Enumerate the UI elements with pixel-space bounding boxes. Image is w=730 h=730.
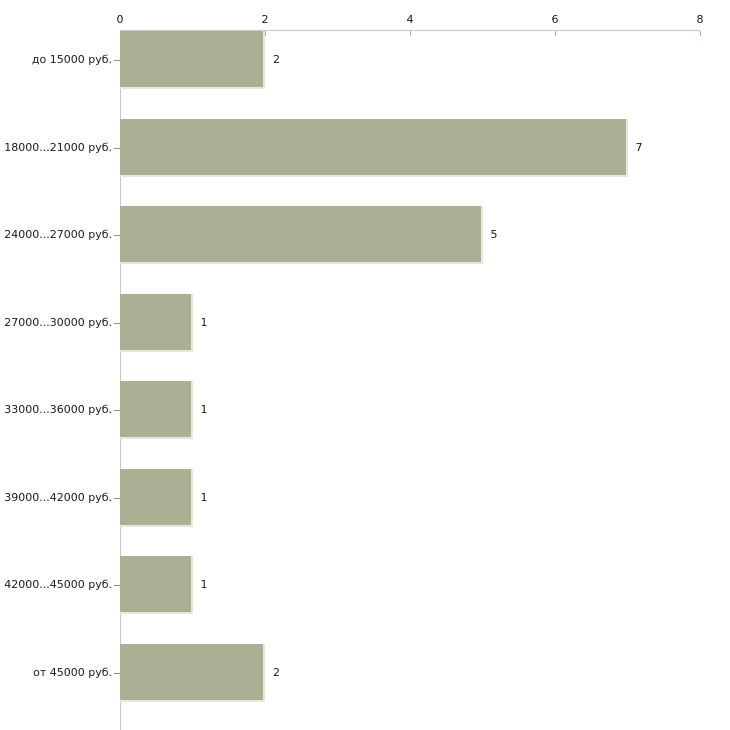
value-label: 1 (200, 490, 208, 504)
bar (120, 293, 193, 352)
value-label: 2 (273, 53, 280, 66)
x-tick-label: 8 (696, 13, 704, 26)
x-tick-mark (265, 31, 266, 36)
value-label: 7 (635, 140, 643, 154)
y-axis-line (120, 30, 121, 730)
category-tick-mark (114, 148, 120, 149)
bar (120, 468, 193, 527)
bar (120, 643, 265, 702)
bar (120, 381, 193, 439)
bar (120, 556, 193, 614)
value-label: 1 (200, 403, 208, 416)
value-label: 5 (490, 228, 498, 241)
category-label: 18000...21000 руб. (4, 140, 112, 154)
x-tick-label: 6 (551, 13, 559, 26)
x-tick-mark (555, 31, 556, 36)
category-tick-mark (114, 410, 120, 411)
category-label: 39000...42000 руб. (4, 490, 112, 504)
x-tick-mark (700, 31, 701, 36)
category-label: 33000...36000 руб. (4, 403, 112, 416)
category-tick-mark (114, 60, 120, 61)
category-tick-mark (114, 673, 120, 674)
x-tick-label: 4 (406, 13, 414, 26)
value-label: 2 (273, 665, 280, 679)
x-tick-label: 0 (116, 13, 124, 26)
category-label: от 45000 руб. (33, 665, 112, 679)
value-label: 1 (200, 315, 208, 329)
category-label: 27000...30000 руб. (4, 315, 112, 329)
category-label: до 15000 руб. (31, 53, 112, 66)
x-tick-mark (410, 31, 411, 36)
category-tick-mark (114, 585, 120, 586)
value-label: 1 (200, 578, 208, 591)
category-label: 42000...45000 руб. (4, 578, 112, 591)
x-axis-line (120, 30, 700, 31)
category-label: 24000...27000 руб. (4, 228, 112, 241)
bar (120, 118, 628, 177)
category-tick-mark (114, 498, 120, 499)
bar (120, 206, 483, 264)
bar (120, 31, 265, 89)
category-tick-mark (114, 235, 120, 236)
x-tick-label: 2 (261, 13, 269, 26)
category-tick-mark (114, 323, 120, 324)
